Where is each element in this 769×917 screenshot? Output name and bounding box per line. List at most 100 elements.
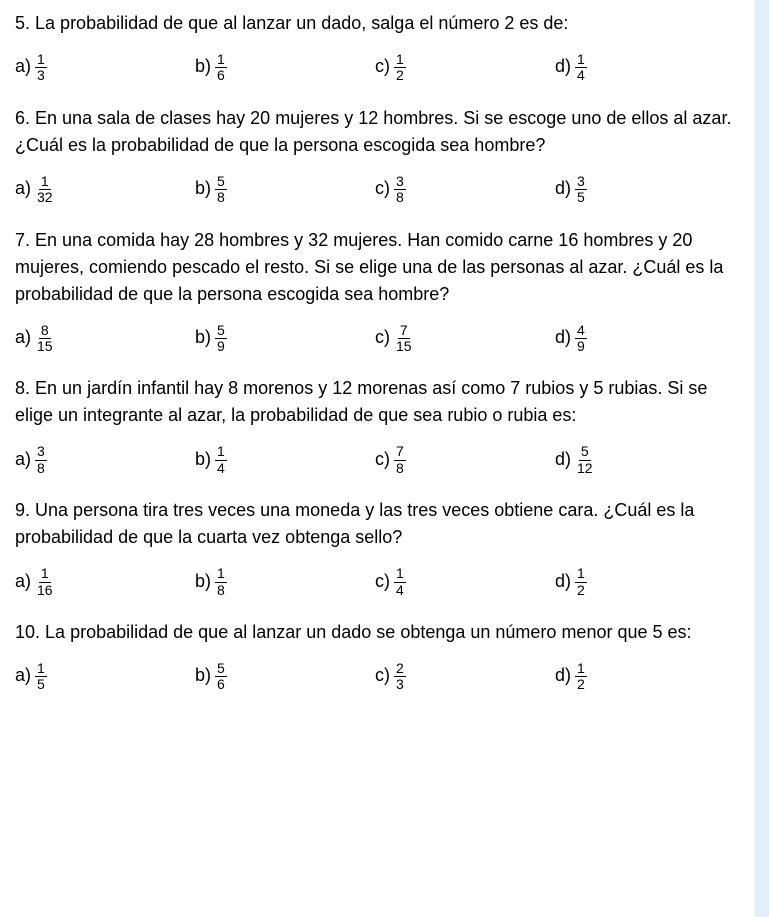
denominator: 9: [215, 339, 227, 354]
numerator: 1: [575, 566, 587, 582]
option-label: d): [555, 324, 571, 351]
fraction: 3 8: [35, 444, 47, 476]
option-d: d) 4 9: [555, 322, 735, 354]
option-label: c): [375, 53, 390, 80]
numerator: 5: [579, 444, 591, 460]
option-label: a): [15, 662, 31, 689]
fraction: 1 2: [575, 661, 587, 693]
denominator: 3: [394, 677, 406, 692]
option-label: b): [195, 446, 211, 473]
fraction: 1 32: [35, 174, 55, 206]
numerator: 1: [39, 566, 51, 582]
option-label: b): [195, 175, 211, 202]
denominator: 12: [575, 461, 595, 476]
fraction: 1 4: [215, 444, 227, 476]
denominator: 6: [215, 68, 227, 83]
numerator: 8: [39, 323, 51, 339]
denominator: 4: [575, 68, 587, 83]
fraction: 5 8: [215, 174, 227, 206]
fraction: 1 4: [575, 52, 587, 84]
question-block: 8. En un jardín infantil hay 8 morenos y…: [15, 375, 735, 475]
options-row: a) 8 15 b) 5 9 c) 7 15: [15, 322, 735, 354]
denominator: 4: [394, 583, 406, 598]
numerator: 3: [575, 174, 587, 190]
fraction: 1 16: [35, 566, 55, 598]
option-label: d): [555, 175, 571, 202]
denominator: 6: [215, 677, 227, 692]
option-c: c) 7 15: [375, 322, 555, 354]
option-a: a) 3 8: [15, 443, 195, 475]
question-number: 9.: [15, 500, 30, 520]
question-block: 9. Una persona tira tres veces una moned…: [15, 497, 735, 597]
option-label: c): [375, 662, 390, 689]
denominator: 8: [215, 583, 227, 598]
fraction: 1 6: [215, 52, 227, 84]
denominator: 5: [35, 677, 47, 692]
numerator: 7: [394, 444, 406, 460]
denominator: 5: [575, 190, 587, 205]
option-c: c) 7 8: [375, 443, 555, 475]
option-b: b) 5 9: [195, 322, 375, 354]
question-text: 10. La probabilidad de que al lanzar un …: [15, 619, 735, 646]
question-text: 5. La probabilidad de que al lanzar un d…: [15, 10, 735, 37]
numerator: 1: [394, 566, 406, 582]
option-label: a): [15, 568, 31, 595]
option-d: d) 5 12: [555, 443, 735, 475]
option-a: a) 1 5: [15, 660, 195, 692]
question-number: 7.: [15, 230, 30, 250]
question-block: 6. En una sala de clases hay 20 mujeres …: [15, 105, 735, 205]
denominator: 8: [35, 461, 47, 476]
option-b: b) 1 4: [195, 443, 375, 475]
question-body: La probabilidad de que al lanzar un dado…: [45, 622, 691, 642]
denominator: 9: [575, 339, 587, 354]
numerator: 1: [35, 52, 47, 68]
option-label: d): [555, 568, 571, 595]
option-label: b): [195, 662, 211, 689]
question-number: 6.: [15, 108, 30, 128]
numerator: 1: [394, 52, 406, 68]
option-b: b) 1 8: [195, 565, 375, 597]
numerator: 3: [394, 174, 406, 190]
denominator: 32: [35, 190, 55, 205]
denominator: 4: [215, 461, 227, 476]
right-sidebar: [755, 0, 769, 917]
numerator: 1: [215, 566, 227, 582]
question-body: En un jardín infantil hay 8 morenos y 12…: [15, 378, 707, 425]
numerator: 1: [215, 52, 227, 68]
fraction: 5 12: [575, 444, 595, 476]
numerator: 5: [215, 323, 227, 339]
denominator: 2: [575, 583, 587, 598]
option-label: b): [195, 53, 211, 80]
options-row: a) 3 8 b) 1 4 c) 7 8: [15, 443, 735, 475]
question-body: En una comida hay 28 hombres y 32 mujere…: [15, 230, 723, 304]
fraction: 1 2: [575, 566, 587, 598]
denominator: 15: [394, 339, 414, 354]
option-label: d): [555, 53, 571, 80]
option-c: c) 2 3: [375, 660, 555, 692]
question-text: 6. En una sala de clases hay 20 mujeres …: [15, 105, 735, 159]
question-body: En una sala de clases hay 20 mujeres y 1…: [15, 108, 731, 155]
option-label: a): [15, 53, 31, 80]
denominator: 2: [575, 677, 587, 692]
option-b: b) 5 6: [195, 660, 375, 692]
fraction: 2 3: [394, 661, 406, 693]
options-row: a) 1 32 b) 5 8 c) 3 8: [15, 173, 735, 205]
fraction: 3 5: [575, 174, 587, 206]
option-label: a): [15, 175, 31, 202]
numerator: 1: [35, 661, 47, 677]
denominator: 8: [394, 461, 406, 476]
denominator: 3: [35, 68, 47, 83]
option-d: d) 1 2: [555, 660, 735, 692]
numerator: 7: [398, 323, 410, 339]
main-content: 5. La probabilidad de que al lanzar un d…: [0, 0, 755, 917]
denominator: 8: [215, 190, 227, 205]
option-label: b): [195, 324, 211, 351]
option-label: b): [195, 568, 211, 595]
numerator: 1: [575, 661, 587, 677]
option-label: c): [375, 446, 390, 473]
fraction: 1 2: [394, 52, 406, 84]
option-label: c): [375, 175, 390, 202]
fraction: 7 8: [394, 444, 406, 476]
option-b: b) 5 8: [195, 173, 375, 205]
options-row: a) 1 3 b) 1 6 c) 1 2: [15, 51, 735, 83]
